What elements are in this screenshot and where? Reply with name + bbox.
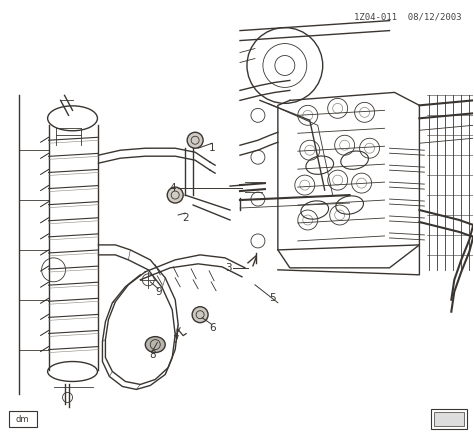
- Text: 1: 1: [209, 143, 215, 153]
- Circle shape: [167, 187, 183, 203]
- Bar: [431, 409, 467, 429]
- Bar: [9, 411, 36, 427]
- Circle shape: [192, 307, 208, 323]
- Text: dm: dm: [16, 415, 29, 424]
- Text: 7: 7: [172, 335, 179, 345]
- Text: 9: 9: [155, 287, 162, 297]
- Text: 8: 8: [149, 349, 155, 359]
- Text: 5: 5: [270, 293, 276, 303]
- Text: 4: 4: [170, 183, 176, 193]
- Text: 2: 2: [182, 213, 189, 223]
- Text: 3: 3: [225, 263, 231, 273]
- Ellipse shape: [146, 336, 165, 352]
- Text: 6: 6: [209, 323, 215, 333]
- Text: 1Z04-011  08/12/2003: 1Z04-011 08/12/2003: [354, 13, 461, 22]
- Circle shape: [187, 132, 203, 148]
- Bar: [434, 412, 464, 427]
